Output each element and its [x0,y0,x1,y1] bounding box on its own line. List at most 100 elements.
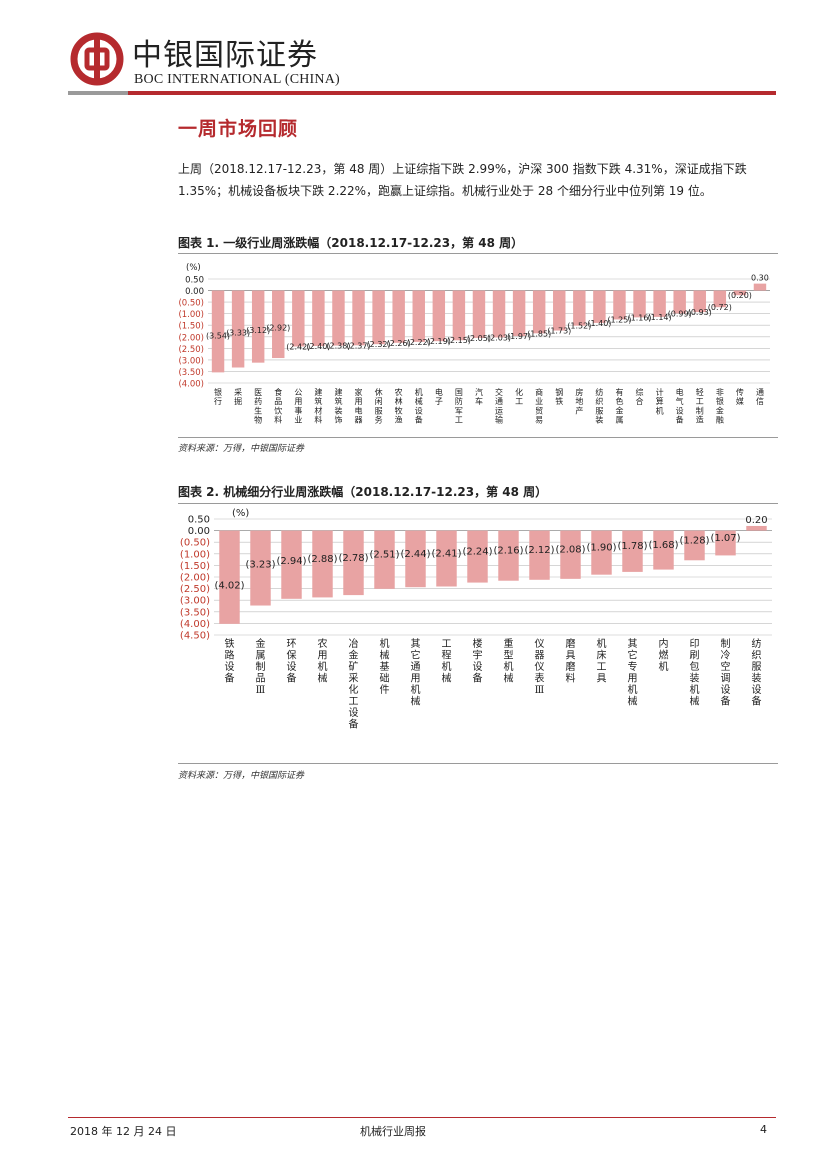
bar [436,530,457,587]
data-label: (3.23) [245,560,275,571]
y-tick-label: (1.50) [180,561,210,572]
x-tick-label: 通信 [756,387,764,406]
bar [693,290,706,313]
data-label: (2.41) [431,549,461,560]
y-tick-label: 0.00 [185,287,204,297]
x-tick-label: 工程机械 [442,639,452,685]
bar [219,530,240,624]
y-unit-label: (%) [186,263,201,273]
figure2-chart: 0.500.00(0.50)(1.00)(1.50)(2.00)(2.50)(3… [180,508,772,731]
header-rule-gray [68,91,128,95]
data-label: (2.88) [307,554,337,565]
bar [673,290,686,314]
bar [653,290,666,317]
bar [374,530,395,589]
bar [746,525,767,531]
data-label: (3.54) [206,331,230,340]
figure2-top-rule [178,503,778,504]
y-tick-label: 0.00 [188,526,210,537]
data-label: (2.22) [407,338,431,347]
x-tick-label: 银行 [214,387,222,406]
x-tick-label: 综合 [636,387,644,406]
figure1-top-rule [178,253,778,254]
x-tick-label: 农林牧渔 [395,387,403,425]
x-tick-label: 公用事业 [294,388,302,425]
y-tick-label: (1.00) [180,549,210,560]
data-label: (2.44) [400,549,430,560]
data-label: (2.32) [367,340,391,349]
bar [352,290,365,346]
x-tick-label: 制冷空调设备 [721,637,731,708]
x-tick-label: 机械基础件 [380,637,390,696]
data-label: (2.51) [369,550,399,561]
data-label: (1.40) [587,319,611,328]
bar [467,530,488,583]
x-tick-label: 农用机械 [318,637,328,685]
figure1-bottom-rule [178,437,778,438]
x-tick-label: 铁路设备 [225,637,235,685]
bar [529,530,550,580]
data-label: (1.25) [607,315,631,324]
x-tick-label: 电子 [435,387,443,406]
y-tick-label: (1.50) [178,322,204,332]
x-tick-label: 仪器仪表 Ⅲ [535,638,545,696]
x-tick-label: 建筑装饰 [334,387,342,425]
data-label: (0.20) [728,291,752,300]
bar [412,290,425,342]
bar [432,290,446,342]
bar [532,290,546,334]
bar [405,530,426,588]
x-tick-label: 其它专用机械 [628,638,638,708]
header-rule-red [128,91,776,95]
bar [211,290,225,373]
data-label: (3.33) [226,329,250,338]
x-tick-label: 磨具磨料 [566,638,576,685]
bar [452,290,466,341]
bar [633,290,646,318]
y-tick-label: (3.00) [180,596,210,607]
x-tick-label: 机械设备 [415,387,423,425]
y-tick-label: (3.50) [180,607,210,618]
x-tick-label: 楼宇设备 [473,637,483,685]
data-label: (2.12) [524,545,554,556]
data-label: (1.16) [628,313,652,322]
x-tick-label: 金属制品 Ⅲ [256,637,266,696]
x-tick-label: 建筑材料 [314,387,322,425]
data-label: (1.73) [547,327,571,336]
bar [713,290,727,308]
x-tick-label: 电气设备 [676,387,684,425]
x-tick-label: 有色金属 [615,387,623,425]
brand-name-en: BOC INTERNATIONAL (CHINA) [134,72,340,87]
bar [292,290,305,347]
data-label: 0.30 [751,274,769,283]
x-tick-label: 传媒 [736,387,744,406]
x-tick-label: 汽车 [475,387,483,406]
data-label: (0.72) [708,303,732,312]
x-tick-label: 机床工具 [597,637,607,685]
bar [591,530,612,575]
data-label: (1.28) [679,535,709,546]
x-tick-label: 轻工制造 [696,387,704,425]
x-tick-label: 计算机 [656,387,664,415]
x-tick-label: 食品饮料 [274,387,282,425]
bar [492,290,506,338]
x-tick-label: 化工 [515,387,523,406]
bar [622,530,643,572]
x-tick-label: 国防军工 [455,388,463,425]
y-unit-label: (%) [232,508,249,519]
bar [573,290,586,326]
y-tick-label: (1.00) [178,310,204,320]
data-label: (2.08) [555,545,585,556]
y-tick-label: (4.50) [180,631,210,642]
x-tick-label: 纺织服装 [595,387,603,425]
bar [272,290,285,359]
bar [312,530,333,598]
bar [553,290,566,331]
figure2-title: 图表 2. 机械细分行业周涨跌幅（2018.12.17-12.23，第 48 周… [178,485,548,499]
y-tick-label: (2.00) [178,333,204,343]
data-label: (2.24) [462,547,492,558]
data-label: (2.94) [276,556,306,567]
bar [498,530,519,581]
figure2-bottom-rule [178,763,778,764]
data-label: (2.92) [266,323,290,332]
